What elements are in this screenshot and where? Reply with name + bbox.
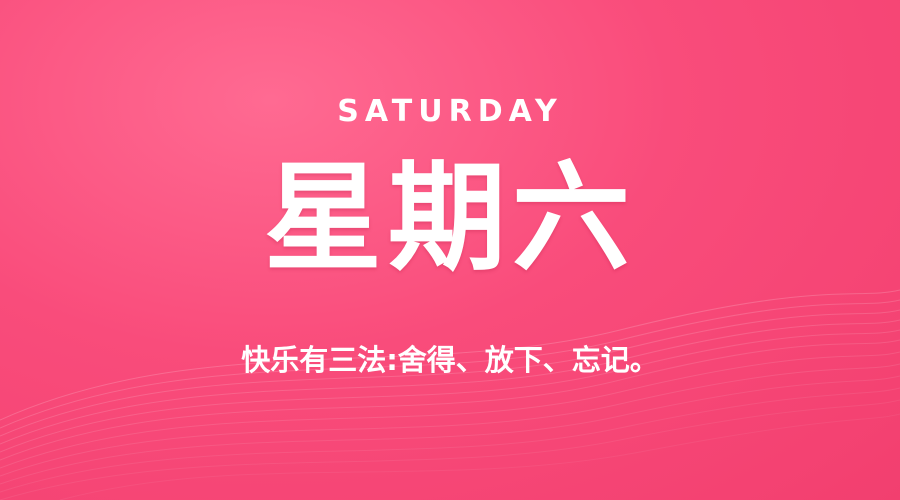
- weekday-chinese: 星期六: [263, 148, 636, 287]
- weekday-english: SATURDAY: [337, 94, 563, 129]
- daily-quote: 快乐有三法:舍得、放下、忘记。: [241, 343, 659, 377]
